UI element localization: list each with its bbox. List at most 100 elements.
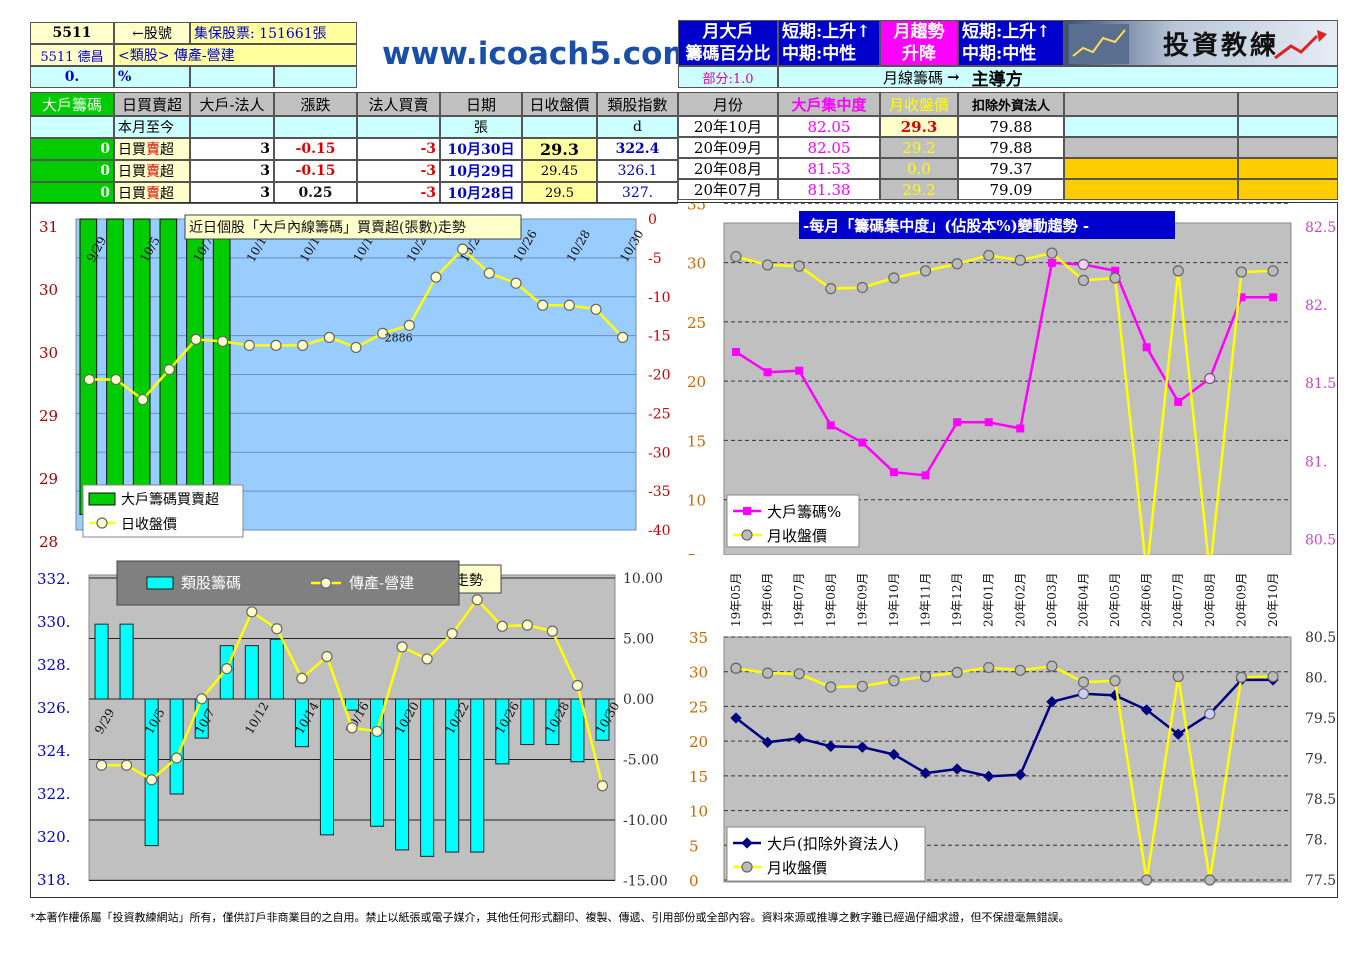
concentration-point [795, 366, 804, 375]
daily-header-0: 大戶籌碼 [30, 92, 114, 116]
daily-cell: -3 [357, 160, 440, 182]
left-tick-label: 5 [689, 837, 699, 855]
label-part: 超 [160, 164, 174, 180]
sector-index-point [196, 693, 208, 705]
sector-index-point [246, 606, 258, 618]
monthly-header-0: 月份 [678, 92, 778, 116]
close-price-point [403, 319, 415, 331]
daily-subrow-cell [357, 116, 440, 138]
right-tick-label: 79.5 [1305, 711, 1336, 727]
monthly-header-2: 月收盤價 [880, 92, 958, 116]
monthly-price-point [730, 662, 742, 674]
x-tick-label: 20年09月 [1234, 572, 1248, 627]
close-price-point [83, 373, 95, 386]
monthly-cell: 29.3 [880, 116, 958, 137]
daily-header-7: 類股指數 [597, 92, 678, 116]
left-tick-label: 5 [687, 551, 697, 555]
big-holder-point [1077, 688, 1090, 700]
monthly-price-point [888, 272, 900, 284]
x-tick-label: 19年08月 [824, 572, 838, 627]
left-tick-label: 330. [37, 613, 70, 631]
short-term-2: 短期:上升↑ [962, 22, 1051, 42]
profit-label [1064, 116, 1238, 137]
monthly-cell: 79.88 [958, 137, 1064, 158]
data-label: 2886 [385, 331, 413, 344]
monthly-price-point [856, 281, 868, 294]
profit-label [1064, 158, 1238, 179]
stock-code: 5511 [30, 22, 114, 44]
monthly-price-point [1046, 660, 1058, 672]
close-price-point [270, 339, 282, 352]
empty-cell [190, 66, 274, 88]
trend-box-2: 短期:上升↑ 中期:中性 [958, 20, 1064, 66]
concentration-point [1111, 266, 1120, 275]
monthly-trend-box: 月趨勢 升降 [880, 20, 958, 66]
copyright-footer: *本著作權係屬「投資教練網站」所有，僅供訂戶非商業目的之自用。禁止以紙張或電子媒… [30, 911, 1070, 924]
left-tick-label: 332. [37, 570, 70, 588]
monthly-price-point [825, 681, 837, 693]
legend-box [116, 560, 460, 606]
x-tick-label: 19年10月 [887, 572, 901, 627]
legend-label: 大戶籌碼% [767, 503, 841, 521]
monthly-trend-subtitle: 升降 [902, 44, 936, 64]
chart-daily-chip: 0-5-10-15-20-25-30-35-403130302929289/29… [39, 212, 671, 551]
chip-bar [212, 218, 231, 515]
close-price-point [457, 243, 469, 255]
daily-subrow-cell: d [597, 116, 678, 138]
monthly-price-line [735, 664, 1274, 881]
x-tick-label: 20年04月 [1076, 572, 1090, 627]
big-holder-point [825, 740, 837, 753]
daily-cell: 0 [30, 182, 114, 204]
daily-subrow-cell: 張 [440, 116, 522, 138]
daily-cell: 3 [190, 182, 274, 204]
chart-title: 走勢 [455, 573, 483, 589]
x-tick-label: 19年12月 [950, 572, 964, 627]
legend-marker [741, 529, 753, 541]
close-price-point [563, 299, 575, 311]
sector-chip-bar [344, 698, 360, 711]
monthly-cell: 82.05 [778, 137, 880, 158]
right-tick-label: 78.5 [1305, 792, 1336, 808]
daily-cell: 日買賣超 [114, 182, 190, 204]
sector-index-point [421, 653, 433, 665]
monthly-price-point [1141, 874, 1153, 886]
monthly-price-point [856, 680, 868, 692]
right-tick-label: 0.00 [623, 692, 654, 708]
chart-monthly-concentration: 35 30 25 20 15 10 5 82.5 82. 81.5 81. 80.5 -每月「籌碼集中度… [687, 203, 1336, 555]
legend-label: 類股籌碼 [181, 574, 241, 592]
sector-chip-bar [470, 698, 485, 853]
big-holder-point [1140, 704, 1153, 716]
daily-subrow-cell [274, 116, 357, 138]
right-tick-label: 80. [1305, 671, 1327, 687]
label-part: 賣 [146, 142, 160, 158]
daily-cell: 10月30日 [440, 138, 522, 160]
monthly-price-point [1014, 254, 1026, 266]
sector-index-point [171, 752, 183, 764]
right-tick-label: 78. [1305, 833, 1327, 849]
chart-sector-chip: 332. 330. 328. 326. 324. 322. 320. 318. 10.00 5.0… [37, 560, 668, 890]
x-tick-label: 20年10月 [1266, 572, 1280, 627]
partial-label: 部分:1.0 [678, 66, 778, 88]
concentration-point [953, 418, 962, 427]
sector-index-point [446, 627, 458, 640]
daily-cell: 29.45 [522, 160, 597, 182]
sector-chip-bar [94, 623, 109, 700]
right-tick-label: 82. [1305, 298, 1327, 314]
sector-chip-bar [119, 623, 134, 700]
monthly-cell: 82.05 [778, 116, 880, 137]
right-tick-label: 81.5 [1305, 376, 1336, 392]
daily-cell: -3 [357, 182, 440, 204]
title-box [799, 211, 1175, 239]
label-part: 超 [160, 186, 174, 202]
monthly-price-point [1046, 247, 1058, 259]
daily-header-1: 日買賣超 [114, 92, 190, 116]
left-tick-label: 28 [39, 533, 58, 551]
sector-index-point [596, 780, 609, 792]
profit-value [1238, 158, 1338, 179]
site-url[interactable]: www.icoach5.com [382, 36, 695, 72]
monthly-price-point [983, 249, 995, 262]
legend-marker [320, 577, 332, 589]
label-part: 賣 [146, 164, 160, 180]
right-tick-label: 82.5 [1305, 220, 1336, 236]
monthly-price-point [1172, 265, 1184, 277]
